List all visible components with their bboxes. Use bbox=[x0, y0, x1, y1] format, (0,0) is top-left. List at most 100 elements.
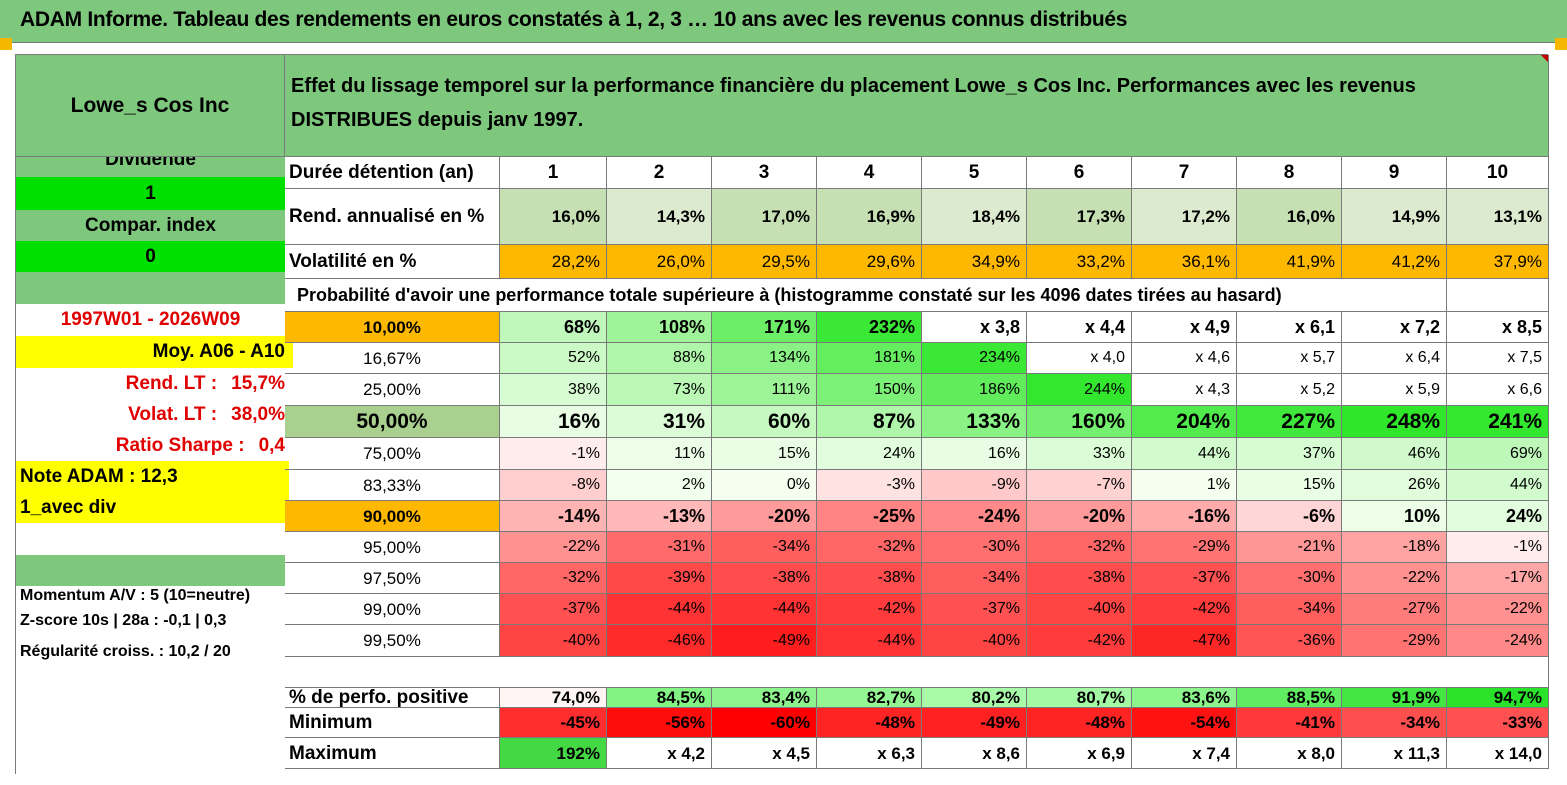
probability-cell: x 3,8 bbox=[922, 312, 1027, 343]
year-header: 4 bbox=[817, 157, 922, 189]
probability-cell: -44% bbox=[712, 594, 817, 625]
probability-level: 50,00% bbox=[285, 406, 500, 438]
probability-cell: -42% bbox=[1132, 594, 1237, 625]
probability-level: 95,00% bbox=[285, 532, 500, 563]
probability-cell: -34% bbox=[922, 563, 1027, 594]
probability-cell: -20% bbox=[1027, 501, 1132, 532]
sidebar-period: 1997W01 - 2026W09 bbox=[60, 309, 241, 330]
probability-cell: -46% bbox=[607, 625, 712, 657]
probability-header-empty bbox=[1447, 279, 1549, 312]
probability-cell: 133% bbox=[922, 406, 1027, 438]
comment-marker-icon bbox=[1541, 55, 1548, 62]
maximum-cell: x 8,6 bbox=[922, 738, 1027, 769]
probability-cell: 44% bbox=[1447, 470, 1549, 501]
maximum-cell: x 6,3 bbox=[817, 738, 922, 769]
probability-cell: -32% bbox=[500, 563, 607, 594]
probability-cell: -38% bbox=[1027, 563, 1132, 594]
volatility-cell: 26,0% bbox=[607, 245, 712, 279]
minimum-cell: -60% bbox=[712, 708, 817, 738]
probability-cell: -22% bbox=[1447, 594, 1549, 625]
volatility-cell: 29,6% bbox=[817, 245, 922, 279]
probability-header: Probabilité d'avoir une performance tota… bbox=[285, 279, 1447, 312]
probability-cell: 16% bbox=[922, 438, 1027, 470]
probability-cell: -38% bbox=[817, 563, 922, 594]
probability-cell: 248% bbox=[1342, 406, 1447, 438]
probability-cell: -29% bbox=[1342, 625, 1447, 657]
probability-cell: 37% bbox=[1237, 438, 1342, 470]
probability-cell: -42% bbox=[1027, 625, 1132, 657]
pct-positive-cell: 83,4% bbox=[712, 688, 817, 708]
minimum-cell: -41% bbox=[1237, 708, 1342, 738]
year-header: 8 bbox=[1237, 157, 1342, 189]
probability-cell: 26% bbox=[1342, 470, 1447, 501]
probability-cell: 24% bbox=[817, 438, 922, 470]
maximum-cell: x 6,9 bbox=[1027, 738, 1132, 769]
probability-cell: -34% bbox=[712, 532, 817, 563]
volatility-cell: 36,1% bbox=[1132, 245, 1237, 279]
sidebar-empty bbox=[16, 272, 285, 304]
corner-marker bbox=[1555, 38, 1567, 50]
probability-cell: -40% bbox=[500, 625, 607, 657]
year-header: 3 bbox=[712, 157, 817, 189]
probability-cell: 87% bbox=[817, 406, 922, 438]
performance-table: Lowe_s Cos Inc Effet du lissage temporel … bbox=[15, 54, 1549, 774]
rend-label: Rend. annualisé en % bbox=[285, 189, 500, 245]
probability-cell: -22% bbox=[500, 532, 607, 563]
probability-cell: x 7,2 bbox=[1342, 312, 1447, 343]
probability-level: 10,00% bbox=[285, 312, 500, 343]
probability-cell: 160% bbox=[1027, 406, 1132, 438]
annualized-return-cell: 16,0% bbox=[1237, 189, 1342, 245]
probability-cell: -20% bbox=[712, 501, 817, 532]
maximum-cell: 192% bbox=[500, 738, 607, 769]
probability-cell: 0% bbox=[712, 470, 817, 501]
probability-cell: 232% bbox=[817, 312, 922, 343]
minimum-cell: -48% bbox=[817, 708, 922, 738]
probability-cell: 60% bbox=[712, 406, 817, 438]
probability-cell: x 5,7 bbox=[1237, 343, 1342, 374]
probability-cell: -37% bbox=[922, 594, 1027, 625]
vol-label: Volatilité en % bbox=[285, 245, 500, 279]
corner-marker bbox=[0, 38, 12, 50]
annualized-return-cell: 16,0% bbox=[500, 189, 607, 245]
minimum-cell: -34% bbox=[1342, 708, 1447, 738]
probability-cell: x 4,9 bbox=[1132, 312, 1237, 343]
probability-cell: -38% bbox=[712, 563, 817, 594]
probability-cell: -24% bbox=[922, 501, 1027, 532]
pct-positive-cell: 82,7% bbox=[817, 688, 922, 708]
maximum-cell: x 8,0 bbox=[1237, 738, 1342, 769]
minimum-cell: -54% bbox=[1132, 708, 1237, 738]
probability-cell: 73% bbox=[607, 374, 712, 406]
probability-cell: 33% bbox=[1027, 438, 1132, 470]
probability-cell: 69% bbox=[1447, 438, 1549, 470]
pct-positive-cell: 83,6% bbox=[1132, 688, 1237, 708]
probability-cell: 227% bbox=[1237, 406, 1342, 438]
probability-cell: -13% bbox=[607, 501, 712, 532]
sidebar-volat-lt: Volat. LT : 38,0% bbox=[16, 399, 291, 430]
probability-cell: -29% bbox=[1132, 532, 1237, 563]
probability-cell: -30% bbox=[922, 532, 1027, 563]
probability-cell: 52% bbox=[500, 343, 607, 374]
pct-positive-cell: 94,7% bbox=[1447, 688, 1549, 708]
sidebar-volat-lt-label: Volat. LT : bbox=[128, 403, 218, 425]
probability-cell: 1% bbox=[1132, 470, 1237, 501]
sidebar-zscore: Z-score 10s | 28a : -0,1 | 0,3 bbox=[20, 612, 227, 629]
probability-cell: 108% bbox=[607, 312, 712, 343]
annualized-return-cell: 16,9% bbox=[817, 189, 922, 245]
probability-cell: 16% bbox=[500, 406, 607, 438]
annualized-return-cell: 18,4% bbox=[922, 189, 1027, 245]
sidebar-div: 1_avec div bbox=[16, 492, 289, 523]
sidebar-sharpe-value: 0,4 bbox=[258, 434, 285, 456]
annualized-return-cell: 17,2% bbox=[1132, 189, 1237, 245]
sidebar-sharpe-label: Ratio Sharpe : bbox=[115, 434, 245, 456]
volatility-cell: 41,9% bbox=[1237, 245, 1342, 279]
probability-cell: -49% bbox=[712, 625, 817, 657]
probability-cell: -30% bbox=[1237, 563, 1342, 594]
probability-cell: 150% bbox=[817, 374, 922, 406]
report-title: ADAM Informe. Tableau des rendements en … bbox=[20, 8, 1128, 31]
maximum-label: Maximum bbox=[285, 738, 500, 769]
volatility-cell: 28,2% bbox=[500, 245, 607, 279]
duration-label: Durée détention (an) bbox=[285, 157, 500, 189]
probability-cell: -17% bbox=[1447, 563, 1549, 594]
volatility-cell: 34,9% bbox=[922, 245, 1027, 279]
sidebar-note: Note ADAM : 12,3 bbox=[16, 461, 289, 492]
